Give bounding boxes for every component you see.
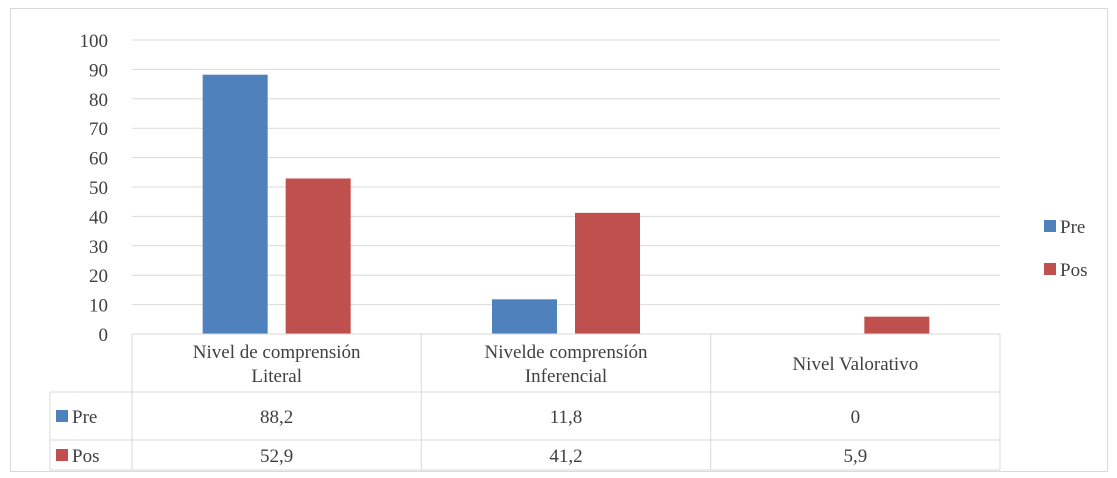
legend-label: Pre (1060, 217, 1085, 238)
bar-pos (285, 178, 351, 334)
legend: Pre Pos (1044, 217, 1087, 281)
category-label: Inferencial (525, 366, 607, 387)
bars (202, 74, 930, 334)
y-tick-label: 80 (89, 90, 108, 111)
bar-pre (492, 299, 557, 334)
y-tick-label: 70 (89, 119, 108, 140)
category-label: Nivelde comprensíón (484, 342, 648, 363)
y-tick-label: 60 (89, 149, 108, 170)
table-series-name: Pre (72, 407, 97, 428)
legend-key-pos (1044, 263, 1056, 275)
y-tick-label: 100 (80, 31, 109, 52)
y-tick-label: 30 (89, 237, 108, 258)
y-tick-label: 90 (89, 60, 108, 81)
y-tick-label: 40 (89, 207, 108, 228)
bar-pre (202, 74, 268, 334)
legend-key-pre (1044, 220, 1056, 232)
table-key-pre (56, 410, 68, 422)
data-label: 41,2 (549, 446, 582, 467)
category-label: Literal (251, 366, 302, 387)
category-label: Nivel de comprensión (193, 342, 361, 363)
data-table: Nivel de comprensión Literal Nivelde compr… (49, 333, 1001, 471)
y-tick-label: 50 (89, 178, 108, 199)
gridlines (132, 39, 1000, 306)
table-series-name: Pos (72, 446, 99, 467)
data-label: 0 (851, 407, 861, 428)
y-tick-label: 20 (89, 266, 108, 287)
data-label: 11,8 (550, 407, 583, 428)
data-label: 88,2 (260, 407, 293, 428)
y-tick-label: 10 (89, 296, 108, 317)
legend-label: Pos (1060, 260, 1087, 281)
data-label: 52,9 (260, 446, 293, 467)
data-label: 5,9 (843, 446, 867, 467)
table-key-pos (56, 449, 68, 461)
bar-pos (575, 212, 640, 334)
bar-pos (864, 316, 930, 334)
y-axis: 0 10 20 30 40 50 60 70 80 90 100 (80, 31, 109, 346)
category-label: Nivel Valorativo (792, 354, 918, 375)
chart-frame (10, 8, 1108, 472)
y-tick-label: 0 (99, 325, 109, 346)
